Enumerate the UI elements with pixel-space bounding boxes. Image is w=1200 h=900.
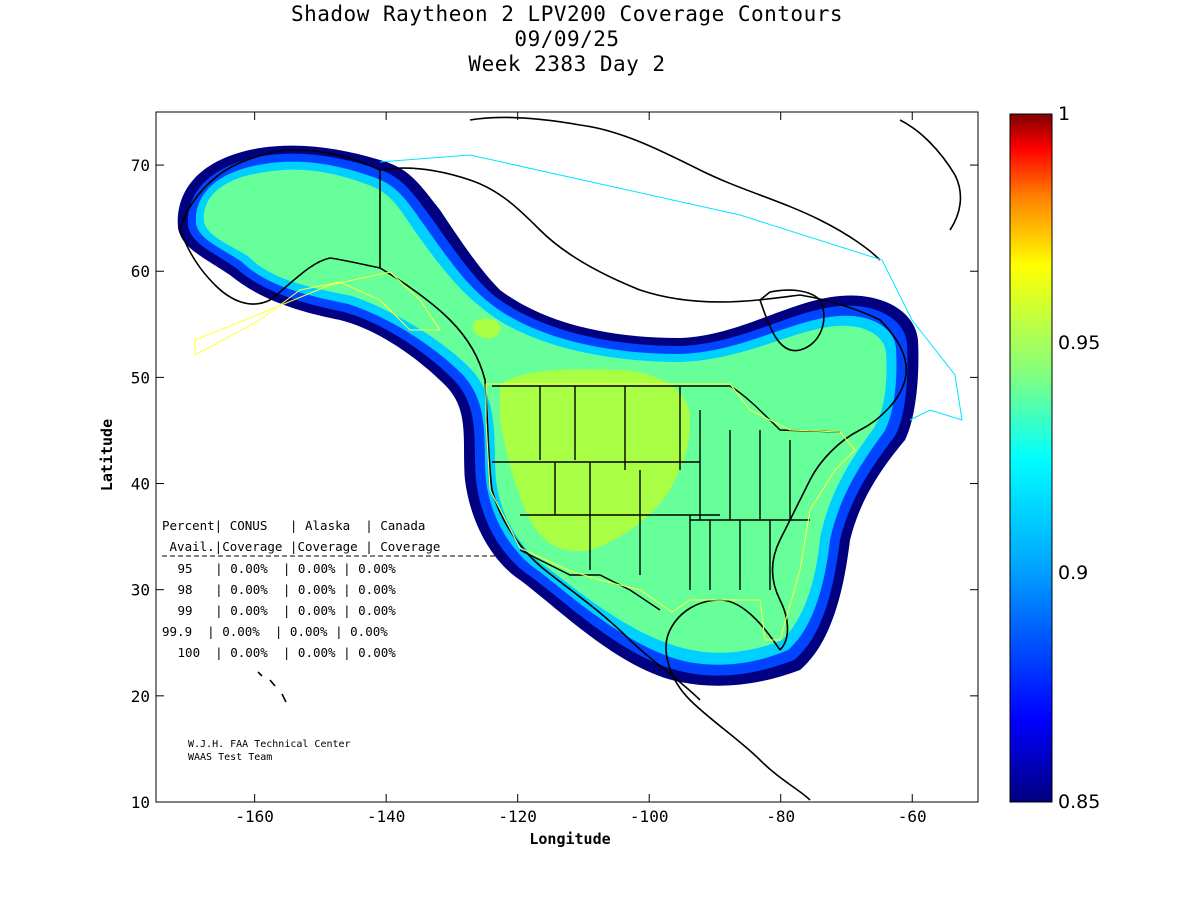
coastline-canada-west <box>379 167 881 321</box>
x-tick-label: -100 <box>630 807 669 826</box>
chart-title-date: 09/09/25 <box>514 27 620 51</box>
table-header-1: Percent| CONUS | Alaska | Canada <box>162 518 425 533</box>
coastline-hudson-bay <box>759 289 825 352</box>
x-tick-label: -80 <box>766 807 795 826</box>
us-canada-border <box>492 385 841 433</box>
y-tick-label: 30 <box>131 581 150 600</box>
y-tick-label: 70 <box>131 156 150 175</box>
y-tick-label: 60 <box>131 262 150 281</box>
coastline-alaska <box>179 148 381 305</box>
table-row: 99 | 0.00% | 0.00% | 0.00% <box>170 603 396 618</box>
y-axis-label: Latitude <box>98 419 116 491</box>
table-row: 95 | 0.00% | 0.00% | 0.00% <box>170 561 396 576</box>
coastline-greenland <box>899 119 962 231</box>
coastline-atlantic <box>771 319 907 651</box>
credit-line-1: W.J.H. FAA Technical Center <box>188 739 351 750</box>
y-tick-label: 50 <box>131 368 150 387</box>
colorbar-label-max: 1 <box>1058 103 1070 125</box>
table-row: 99.9 | 0.00% | 0.00% | 0.00% <box>162 624 388 639</box>
state-line-3 <box>520 514 720 590</box>
y-tick-label: 40 <box>131 475 150 494</box>
state-line-4 <box>699 410 791 520</box>
x-tick-label: -160 <box>235 807 274 826</box>
coverage-contours <box>177 145 919 686</box>
colorbar-label-min: 0.85 <box>1058 791 1100 813</box>
x-axis: -160 -140 -120 -100 -80 -60 <box>235 112 927 826</box>
service-boundaries <box>194 154 963 641</box>
colorbar-label-09: 0.9 <box>1058 562 1088 584</box>
map-layer <box>177 116 963 801</box>
coverage-band-yellowgreen <box>500 369 690 552</box>
coastline-hawaii <box>257 671 287 703</box>
chart-title-week: Week 2383 Day 2 <box>468 52 666 76</box>
coastlines <box>179 116 962 801</box>
coverage-band-patch <box>472 318 501 339</box>
colorbar-label-095: 0.95 <box>1058 332 1100 354</box>
coastline-arctic <box>469 116 881 261</box>
canada-boundary <box>379 154 963 421</box>
table-row: 98 | 0.00% | 0.00% | 0.00% <box>170 582 396 597</box>
state-line-2 <box>492 461 700 515</box>
alaska-service-area <box>194 271 441 356</box>
table-row: 100 | 0.00% | 0.00% | 0.00% <box>170 645 396 660</box>
x-tick-label: -60 <box>898 807 927 826</box>
state-line-5 <box>690 519 810 590</box>
colorbar <box>1009 113 1053 803</box>
chart-title-line1: Shadow Raytheon 2 LPV200 Coverage Contou… <box>290 2 843 26</box>
y-tick-label: 10 <box>131 793 150 812</box>
coastline-pacific <box>379 267 701 701</box>
state-line-1 <box>539 386 681 470</box>
x-axis-label: Longitude <box>529 830 610 848</box>
y-axis: 10 20 30 40 50 60 70 <box>131 156 978 812</box>
coverage-table: Percent| CONUS | Alaska | Canada Avail.|… <box>162 518 502 660</box>
state-borders <box>492 385 841 611</box>
y-tick-label: 20 <box>131 687 150 706</box>
x-tick-label: -140 <box>367 807 406 826</box>
table-header-2: Avail.|Coverage |Coverage | Coverage <box>162 539 440 554</box>
coastline-gulf <box>665 599 811 801</box>
credit-line-2: WAAS Test Team <box>188 752 272 763</box>
conus-service-area <box>485 383 856 641</box>
x-tick-label: -120 <box>498 807 537 826</box>
us-mexico-border <box>519 549 661 611</box>
